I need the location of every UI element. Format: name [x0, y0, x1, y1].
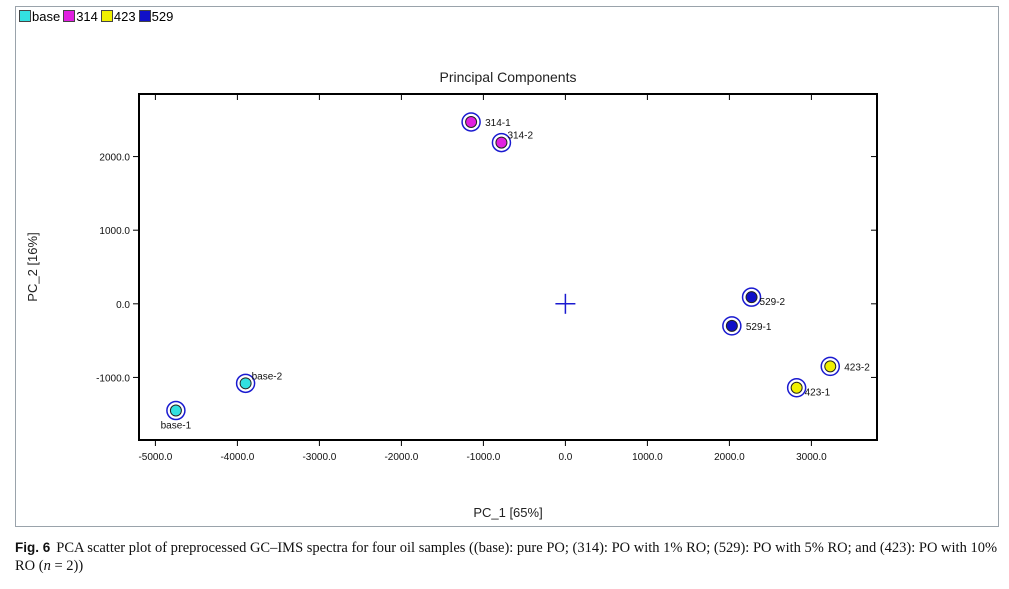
point-highlight-ring	[786, 377, 807, 398]
legend-label-base: base	[32, 9, 61, 24]
legend-label-529: 529	[151, 9, 174, 24]
y-tick-label: 2000.0	[99, 153, 130, 164]
legend: base 314 423 529	[19, 9, 176, 25]
pca-scatter-chart: Principal Components -5000.0 -4000.0 -3000…	[25, 69, 878, 520]
data-point-314-2: 314-2	[491, 131, 533, 153]
data-point-529-2: 529-2	[741, 287, 786, 308]
legend-item-423: 423	[100, 9, 136, 25]
chart-title: Principal Components	[440, 69, 577, 85]
y-tick-label: 0.0	[116, 300, 130, 311]
point-label: 423-2	[844, 362, 870, 373]
data-point-423-2: 423-2	[820, 356, 870, 377]
legend-item-base: base	[19, 9, 60, 25]
point-marker	[790, 381, 803, 394]
x-tick-label: 1000.0	[632, 452, 663, 463]
point-highlight-ring	[820, 356, 841, 377]
data-point-314-1: 314-1	[461, 112, 511, 132]
point-highlight-ring	[722, 316, 742, 336]
y-tick-label: -1000.0	[96, 373, 130, 384]
x-tick-label: 2000.0	[714, 452, 745, 463]
y-tick-label: 1000.0	[99, 226, 130, 237]
data-point-base-1: base-1	[161, 400, 192, 432]
legend-swatch-314	[63, 10, 76, 22]
y-axis-label: PC_2 [16%]	[25, 232, 40, 301]
point-marker	[745, 291, 758, 304]
point-highlight-ring	[461, 112, 481, 132]
x-tick-label: -5000.0	[138, 452, 172, 463]
point-highlight-ring	[235, 373, 256, 394]
caption-text: PCA scatter plot of preprocessed GC–IMS …	[15, 540, 998, 574]
point-label: 314-2	[507, 131, 533, 142]
point-marker	[725, 319, 738, 332]
point-highlight-ring	[491, 132, 512, 153]
x-tick-label: 3000.0	[796, 452, 827, 463]
x-tick-label: -4000.0	[220, 452, 254, 463]
data-point-423-1: 423-1	[786, 377, 831, 399]
legend-item-529: 529	[138, 9, 174, 25]
caption-text-end: = 2))	[50, 558, 84, 574]
x-axis-label: PC_1 [65%]	[473, 505, 542, 520]
legend-swatch-base	[19, 10, 31, 22]
caption-n: n	[43, 558, 51, 574]
point-marker	[465, 115, 478, 128]
figure-caption: Fig. 6 PCA scatter plot of preprocessed G…	[15, 539, 1005, 575]
point-label: 423-1	[805, 388, 831, 399]
legend-swatch-423	[100, 10, 113, 22]
legend-label-423: 423	[113, 9, 136, 24]
legend-label-314: 314	[76, 9, 98, 24]
y-axis: -1000.0 0.0 1000.0 2000.0	[96, 153, 877, 384]
point-marker	[495, 136, 508, 149]
x-tick-label: 0.0	[558, 452, 572, 463]
point-label: base-2	[252, 371, 283, 382]
point-marker	[169, 404, 182, 417]
point-label: 529-1	[746, 322, 772, 333]
point-highlight-ring	[741, 287, 762, 307]
point-marker	[824, 360, 837, 373]
point-label: 529-2	[760, 297, 786, 308]
point-marker	[239, 377, 252, 390]
point-label: base-1	[161, 421, 192, 432]
legend-item-314: 314	[63, 9, 98, 25]
data-point-base-2: base-2	[235, 371, 283, 394]
data-point-529-1: 529-1	[722, 316, 772, 336]
point-label: 314-1	[485, 118, 511, 129]
caption-label: Fig. 6	[15, 540, 51, 555]
legend-swatch-529	[138, 10, 151, 22]
x-tick-label: -2000.0	[384, 452, 418, 463]
point-highlight-ring	[166, 400, 186, 421]
data-points: base-1 base-2 314-1 314-2 529-1 529-2 423-1 423…	[161, 112, 870, 432]
x-tick-label: -3000.0	[302, 452, 336, 463]
plot-area	[138, 93, 878, 441]
x-tick-label: -1000.0	[466, 452, 500, 463]
x-axis: -5000.0 -4000.0 -3000.0 -2000.0 -1000.0 0.0 10…	[138, 94, 827, 463]
